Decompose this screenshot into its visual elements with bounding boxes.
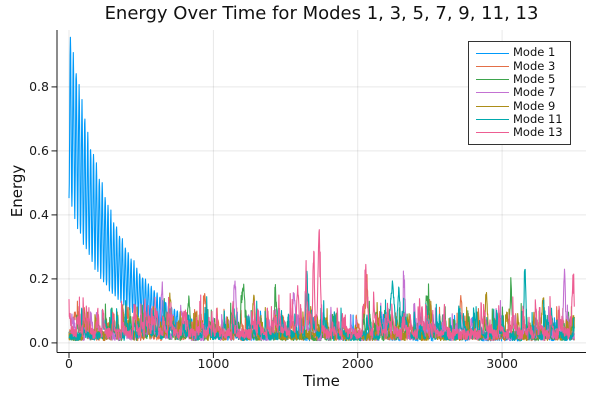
y-tick-label: 0.4 bbox=[29, 207, 49, 222]
y-tick-label: 0.6 bbox=[29, 143, 49, 158]
legend-line-sample bbox=[476, 79, 509, 81]
x-axis-label: Time bbox=[303, 372, 340, 390]
legend-row: Mode 13 bbox=[476, 127, 570, 139]
legend-label: Mode 9 bbox=[513, 98, 556, 113]
legend-line-sample bbox=[476, 132, 509, 134]
legend-line-sample bbox=[476, 52, 509, 54]
x-tick-label: 1000 bbox=[197, 356, 229, 371]
legend-label: Mode 11 bbox=[513, 111, 563, 126]
legend-line-sample bbox=[476, 65, 509, 67]
legend-line-sample bbox=[476, 105, 509, 107]
y-tick-label: 0.8 bbox=[29, 79, 49, 94]
legend-row: Mode 3 bbox=[476, 60, 570, 72]
legend-row: Mode 7 bbox=[476, 87, 570, 99]
legend-row: Mode 1 bbox=[476, 47, 570, 59]
y-tick-label: 0.2 bbox=[29, 271, 49, 286]
series-line-mode-13 bbox=[68, 229, 575, 341]
legend-label: Mode 3 bbox=[513, 58, 556, 73]
chart-title: Energy Over Time for Modes 1, 3, 5, 7, 9… bbox=[104, 3, 539, 24]
x-tick-label: 2000 bbox=[342, 356, 374, 371]
x-tick-label: 0 bbox=[65, 356, 73, 371]
legend-label: Mode 5 bbox=[513, 71, 556, 86]
legend-label: Mode 13 bbox=[513, 125, 563, 140]
legend-line-sample bbox=[476, 92, 509, 94]
legend-row: Mode 5 bbox=[476, 71, 570, 86]
series-lines bbox=[68, 36, 575, 342]
y-tick-label: 0.0 bbox=[29, 335, 49, 350]
x-tick-label: 3000 bbox=[486, 356, 518, 371]
axes: 0 1000 2000 3000 0.0 0.2 0.4 0.6 0.8 bbox=[29, 30, 586, 371]
legend-row: Mode 11 bbox=[476, 111, 570, 126]
y-axis-label: Energy bbox=[8, 164, 26, 218]
legend: Mode 1 Mode 3 Mode 5 Mode 7 Mode 9 Mode … bbox=[468, 41, 571, 145]
legend-line-sample bbox=[476, 119, 509, 121]
legend-label: Mode 7 bbox=[513, 85, 556, 100]
legend-label: Mode 1 bbox=[513, 45, 556, 60]
legend-row: Mode 9 bbox=[476, 100, 570, 112]
